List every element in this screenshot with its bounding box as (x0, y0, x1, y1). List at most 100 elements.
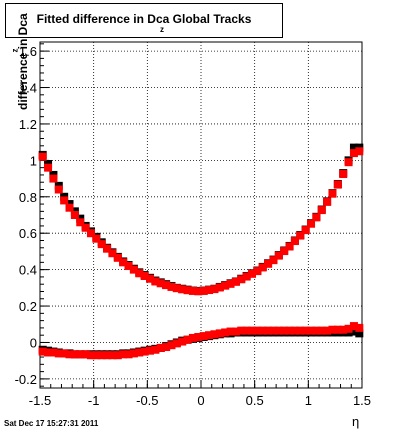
marker-red-lower (60, 349, 69, 358)
y-tick-label: 0.6 (19, 226, 37, 241)
marker-black-lower (355, 329, 364, 338)
marker-red-lower (290, 326, 299, 335)
y-axis-label: difference in Dca (16, 13, 30, 110)
marker-red-lower (323, 326, 332, 335)
marker-red-upper (205, 286, 214, 295)
marker-red-upper (162, 281, 171, 290)
marker-red-upper (124, 261, 133, 270)
timestamp: Sat Dec 17 15:27:31 2011 (4, 419, 99, 428)
marker-red-upper (151, 277, 160, 286)
marker-red-upper (92, 234, 101, 243)
marker-red-upper (178, 285, 187, 294)
marker-red-upper (194, 287, 203, 296)
marker-red-lower (76, 350, 85, 359)
marker-red-upper (312, 213, 321, 222)
marker-red-upper (76, 218, 85, 227)
y-tick-label: -0.2 (15, 372, 37, 387)
marker-red-upper (108, 249, 117, 258)
marker-red-lower (54, 349, 63, 358)
marker-red-lower (333, 325, 342, 334)
x-tick-label: 1.5 (353, 393, 371, 408)
x-tick-label: 0.5 (246, 393, 264, 408)
x-tick-labels: -1.5 -1 -0.5 0 0.5 1 1.5 (29, 393, 371, 408)
marker-red-lower (253, 326, 262, 335)
marker-red-upper (301, 226, 310, 235)
marker-red-lower (317, 326, 326, 335)
y-axis-label-text: difference in Dca (16, 13, 30, 110)
marker-red-lower (129, 349, 138, 358)
marker-red-lower (103, 351, 112, 360)
marker-red-lower (339, 325, 348, 334)
y-tick-labels: -0.2 0 0.2 0.4 0.6 0.8 1 1.2 1.4 1.6 (15, 44, 37, 387)
marker-red-lower (344, 324, 353, 333)
marker-red-lower (86, 351, 95, 360)
marker-red-upper (60, 196, 69, 205)
marker-red-lower (199, 332, 208, 341)
marker-red-upper (274, 251, 283, 260)
marker-red-lower (264, 326, 273, 335)
marker-red-lower (280, 326, 289, 335)
chart-title-subscript: z (160, 25, 164, 34)
marker-black-lower (349, 327, 358, 336)
marker-red-upper (167, 282, 176, 291)
marker-red-upper (339, 170, 348, 179)
marker-red-lower (146, 346, 155, 355)
series-red (38, 147, 364, 360)
chart-title-main: Fitted difference in Dca (36, 12, 170, 26)
marker-red-upper (242, 272, 251, 281)
marker-red-upper (307, 219, 316, 228)
marker-red-upper (44, 163, 53, 172)
marker-red-upper (328, 189, 337, 198)
marker-red-lower (349, 322, 358, 331)
marker-red-upper (70, 211, 79, 219)
marker-red-upper (140, 272, 149, 281)
y-tick-label: 1.6 (19, 44, 37, 59)
marker-red-upper (317, 206, 326, 215)
marker-red-lower (135, 348, 144, 357)
marker-red-lower (151, 345, 160, 354)
marker-red-lower (221, 328, 230, 337)
marker-red-lower (237, 326, 246, 335)
marker-red-upper (349, 149, 358, 158)
marker-red-lower (156, 343, 165, 352)
marker-red-lower (119, 350, 128, 359)
marker-red-lower (162, 343, 171, 352)
marker-red-lower (215, 329, 224, 338)
y-tick-label: 1 (30, 153, 37, 168)
marker-red-lower (172, 339, 181, 348)
marker-red-lower (167, 341, 176, 350)
marker-red-lower (226, 327, 235, 336)
marker-red-lower (205, 331, 214, 340)
marker-red-upper (183, 286, 192, 295)
marker-red-lower (188, 333, 197, 342)
marker-red-lower (113, 351, 122, 360)
marker-black-upper (349, 143, 358, 152)
axis-ticks (39, 43, 363, 388)
marker-red-lower (108, 351, 117, 360)
marker-red-lower (242, 326, 251, 335)
y-axis-label-subscript: z (10, 48, 20, 53)
marker-red-upper (54, 185, 63, 194)
marker-red-upper (221, 281, 230, 290)
marker-red-upper (285, 242, 294, 251)
marker-red-lower (269, 326, 278, 335)
marker-red-lower (38, 347, 47, 356)
marker-red-lower (312, 326, 321, 335)
marker-red-lower (296, 326, 305, 335)
marker-red-lower (81, 350, 90, 359)
y-tick-label: 1.4 (19, 81, 37, 96)
title-box: Fitted difference in Dca Global Tracks z (5, 3, 283, 38)
marker-red-lower (178, 337, 187, 346)
marker-red-upper (38, 152, 47, 161)
marker-red-upper (237, 275, 246, 284)
marker-red-upper (269, 256, 278, 265)
marker-red-lower (301, 326, 310, 335)
marker-red-lower (49, 348, 58, 357)
marker-red-upper (215, 283, 224, 292)
marker-red-lower (183, 335, 192, 344)
marker-red-upper (188, 286, 197, 295)
marker-red-upper (172, 284, 181, 293)
marker-red-lower (97, 351, 106, 360)
y-tick-label: 1.2 (19, 117, 37, 132)
marker-red-lower (124, 350, 133, 359)
